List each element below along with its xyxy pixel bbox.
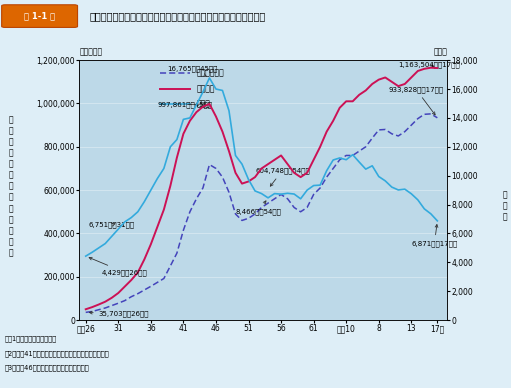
- Text: 933,828件（17年）: 933,828件（17年）: [388, 86, 444, 115]
- Text: 35,703人（26年）: 35,703人（26年）: [89, 311, 149, 317]
- Text: 6,871人（17年）: 6,871人（17年）: [411, 225, 457, 247]
- Text: 第 1-1 図: 第 1-1 図: [24, 12, 55, 21]
- Text: 2　昭和41年以降の件数には，物損事故を含まない。: 2 昭和41年以降の件数には，物損事故を含まない。: [5, 350, 110, 357]
- Text: 事故発生件数: 事故発生件数: [197, 69, 225, 78]
- Text: （人）: （人）: [433, 47, 447, 56]
- Text: 注　1　警察庁資料による。: 注 1 警察庁資料による。: [5, 336, 57, 342]
- Text: 死傷者数: 死傷者数: [197, 84, 216, 93]
- Text: 4,429人（26年）: 4,429人（26年）: [89, 257, 148, 276]
- Text: （人，件）: （人，件）: [79, 47, 102, 56]
- Text: 16,765人（45年）: 16,765人（45年）: [167, 66, 218, 76]
- Text: 3　昭和46年までは，沖縄県を含まない。: 3 昭和46年までは，沖縄県を含まない。: [5, 365, 90, 371]
- Text: 8,466人（54年）: 8,466人（54年）: [236, 201, 282, 215]
- Text: 997,861人（45年）: 997,861人（45年）: [157, 101, 213, 108]
- Text: 604,748人（54年）: 604,748人（54年）: [255, 167, 310, 186]
- FancyBboxPatch shape: [2, 5, 78, 28]
- Text: 1,163,504人（17年）: 1,163,504人（17年）: [398, 62, 460, 68]
- Text: 交
通
事
故
発
生
件
数
・
死
傷
者
数: 交 通 事 故 発 生 件 数 ・ 死 傷 者 数: [9, 115, 14, 257]
- Text: 死者数: 死者数: [197, 100, 211, 109]
- Text: 死
者
数: 死 者 数: [502, 190, 507, 221]
- Text: 6,751人（31年）: 6,751人（31年）: [89, 222, 135, 228]
- Text: 道路交通事故による交通事故発生件数，死傷者数及び死者数の推移: 道路交通事故による交通事故発生件数，死傷者数及び死者数の推移: [89, 11, 266, 21]
